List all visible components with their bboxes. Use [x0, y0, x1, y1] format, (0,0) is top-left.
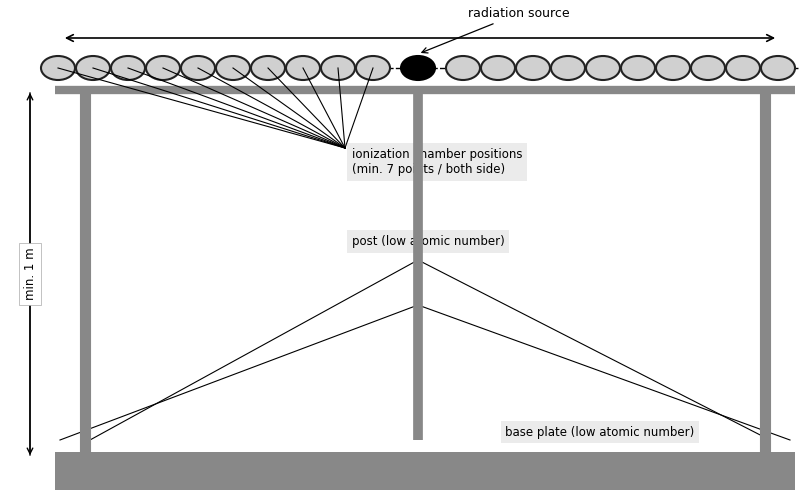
Ellipse shape — [111, 56, 145, 80]
Text: ionization chamber positions
(min. 7 points / both side): ionization chamber positions (min. 7 poi… — [352, 148, 522, 176]
Text: post (low atomic number): post (low atomic number) — [352, 235, 504, 248]
Ellipse shape — [516, 56, 550, 80]
Ellipse shape — [251, 56, 285, 80]
Ellipse shape — [761, 56, 795, 80]
Ellipse shape — [621, 56, 655, 80]
Ellipse shape — [41, 56, 75, 80]
Ellipse shape — [181, 56, 215, 80]
Text: base plate (low atomic number): base plate (low atomic number) — [505, 425, 695, 439]
Ellipse shape — [321, 56, 355, 80]
Ellipse shape — [286, 56, 320, 80]
Ellipse shape — [401, 56, 435, 80]
Ellipse shape — [356, 56, 390, 80]
Text: min. 1 m: min. 1 m — [24, 248, 36, 300]
Ellipse shape — [481, 56, 515, 80]
Ellipse shape — [76, 56, 110, 80]
Ellipse shape — [446, 56, 480, 80]
Ellipse shape — [146, 56, 180, 80]
Ellipse shape — [691, 56, 725, 80]
Bar — [55, 452, 795, 490]
Ellipse shape — [586, 56, 620, 80]
Ellipse shape — [656, 56, 690, 80]
Ellipse shape — [726, 56, 760, 80]
Ellipse shape — [216, 56, 250, 80]
Text: radiation source: radiation source — [422, 7, 569, 53]
Ellipse shape — [551, 56, 585, 80]
